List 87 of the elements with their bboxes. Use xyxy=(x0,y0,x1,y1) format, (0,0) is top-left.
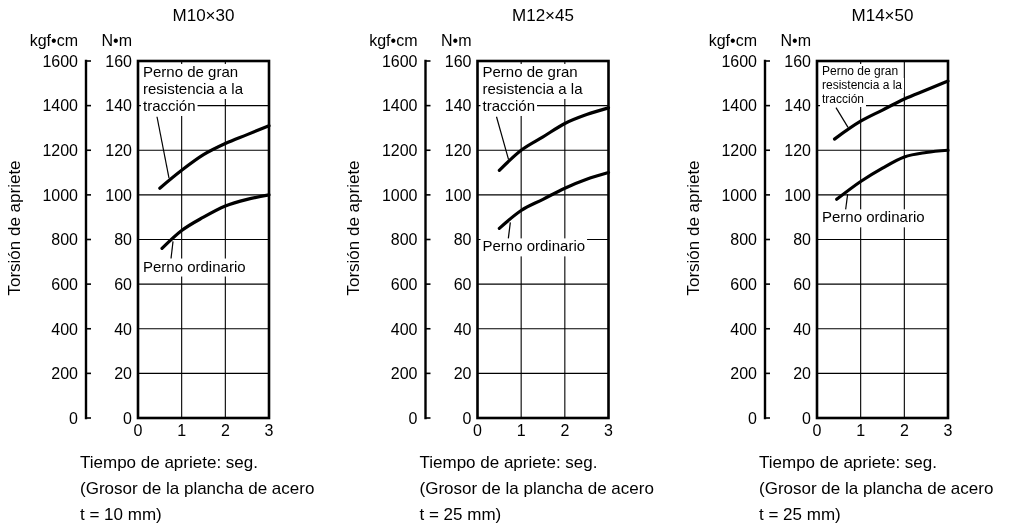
y2-tick-label: 20 xyxy=(114,365,133,383)
y2-tick-label: 0 xyxy=(462,409,472,427)
y-tick-label: 1400 xyxy=(381,97,418,115)
x-tick-label: 2 xyxy=(899,422,909,439)
y-tick-label: 1200 xyxy=(42,142,79,160)
chart-title: M10×30 xyxy=(172,6,235,25)
y2-tick-label: 0 xyxy=(802,409,812,427)
y-tick-label: 200 xyxy=(390,365,418,383)
text: N•m xyxy=(441,32,472,49)
y2-tick-label: 60 xyxy=(453,275,472,293)
y2-tick-label: 160 xyxy=(444,52,472,70)
text: kgf•cm xyxy=(29,32,78,49)
y-tick-label: 600 xyxy=(51,275,79,293)
y2-tick-label: 60 xyxy=(793,275,812,293)
y2-tick-label: 140 xyxy=(444,97,472,115)
y-tick-label: 800 xyxy=(390,231,418,249)
y-tick-label: 800 xyxy=(51,231,79,249)
y2-tick-label: 80 xyxy=(453,231,472,249)
y2-tick-label: 100 xyxy=(444,186,472,204)
y-tick-label: 1200 xyxy=(381,142,418,160)
x-tick-label: 0 xyxy=(133,422,143,439)
series-label: Perno de gran resistencia a la tracción xyxy=(822,63,903,106)
y2-tick-label: 120 xyxy=(444,142,472,160)
y-tick-label: 1000 xyxy=(42,186,79,204)
x-axis-title: Tiempo de apriete: seg. (Grosor de la plancha de acero t = 25 mm) xyxy=(419,453,654,524)
y-tick-label: 200 xyxy=(730,365,758,383)
y2-tick-label: 40 xyxy=(793,320,812,338)
y-tick-label: 1600 xyxy=(42,52,79,70)
y-tick-label: 600 xyxy=(390,275,418,293)
series-label: Perno de gran resistencia a la tracción xyxy=(482,63,584,114)
y-tick-label: 1000 xyxy=(721,186,758,204)
x-axis-title: Tiempo de apriete: seg. (Grosor de la plancha de acero t = 10 mm) xyxy=(80,453,315,524)
x-tick-label: 2 xyxy=(220,422,230,439)
text: kgf•cm xyxy=(708,32,757,49)
y-tick-label: 1000 xyxy=(381,186,418,204)
y-tick-label: 1200 xyxy=(721,142,758,160)
chart-title: M14×50 xyxy=(851,6,914,25)
text: N•m xyxy=(101,32,132,49)
x-tick-label: 0 xyxy=(473,422,483,439)
y-tick-label: 400 xyxy=(730,320,758,338)
x-tick-label: 3 xyxy=(943,422,953,439)
x-tick-label: 3 xyxy=(604,422,614,439)
x-tick-label: 1 xyxy=(177,422,187,439)
y2-tick-label: 120 xyxy=(105,142,133,160)
x-tick-label: 2 xyxy=(560,422,570,439)
y-axis-title: Torsión de apriete xyxy=(344,160,364,296)
x-tick-label: 1 xyxy=(856,422,866,439)
y2-tick-label: 80 xyxy=(114,231,133,249)
y2-tick-label: 80 xyxy=(793,231,812,249)
y2-tick-label: 60 xyxy=(114,275,133,293)
text: kgf•cm xyxy=(369,32,418,49)
x-tick-label: 1 xyxy=(516,422,526,439)
legend-label: Perno ordinario xyxy=(822,208,925,226)
y2-tick-label: 140 xyxy=(784,97,812,115)
y2-tick-label: 160 xyxy=(105,52,133,70)
y2-tick-label: 0 xyxy=(123,409,133,427)
y-tick-label: 0 xyxy=(408,409,418,427)
y-axis-title: Torsión de apriete xyxy=(4,160,24,296)
text: N•m xyxy=(780,32,811,49)
y2-tick-label: 20 xyxy=(793,365,812,383)
y-tick-label: 400 xyxy=(390,320,418,338)
y-axis-title: Torsión de apriete xyxy=(683,160,703,296)
y-tick-label: 600 xyxy=(730,275,758,293)
y2-tick-label: 40 xyxy=(114,320,133,338)
y-tick-label: 200 xyxy=(51,365,79,383)
y2-tick-label: 140 xyxy=(105,97,133,115)
y2-tick-label: 160 xyxy=(784,52,812,70)
y2-tick-label: 40 xyxy=(453,320,472,338)
legend-label: Perno ordinario xyxy=(143,257,246,275)
y-tick-label: 1400 xyxy=(42,97,79,115)
x-tick-label: 3 xyxy=(264,422,274,439)
y2-tick-label: 100 xyxy=(105,186,133,204)
legend-label: Perno ordinario xyxy=(482,237,586,255)
y-tick-label: 1600 xyxy=(381,52,418,70)
y-tick-label: 800 xyxy=(730,231,758,249)
y-tick-label: 1400 xyxy=(721,97,758,115)
x-tick-label: 0 xyxy=(812,422,822,439)
y-tick-label: 0 xyxy=(69,409,79,427)
y2-tick-label: 120 xyxy=(784,142,812,160)
y-tick-label: 1600 xyxy=(721,52,758,70)
y-tick-label: 0 xyxy=(748,409,758,427)
y2-tick-label: 20 xyxy=(453,365,472,383)
y2-tick-label: 100 xyxy=(784,186,812,204)
y-tick-label: 400 xyxy=(51,320,79,338)
chart-title: M12×45 xyxy=(512,6,574,25)
series-label: Perno de gran resistencia a la tracción xyxy=(143,63,244,114)
x-axis-title: Tiempo de apriete: seg. (Grosor de la plancha de acero t = 25 mm) xyxy=(759,453,994,524)
